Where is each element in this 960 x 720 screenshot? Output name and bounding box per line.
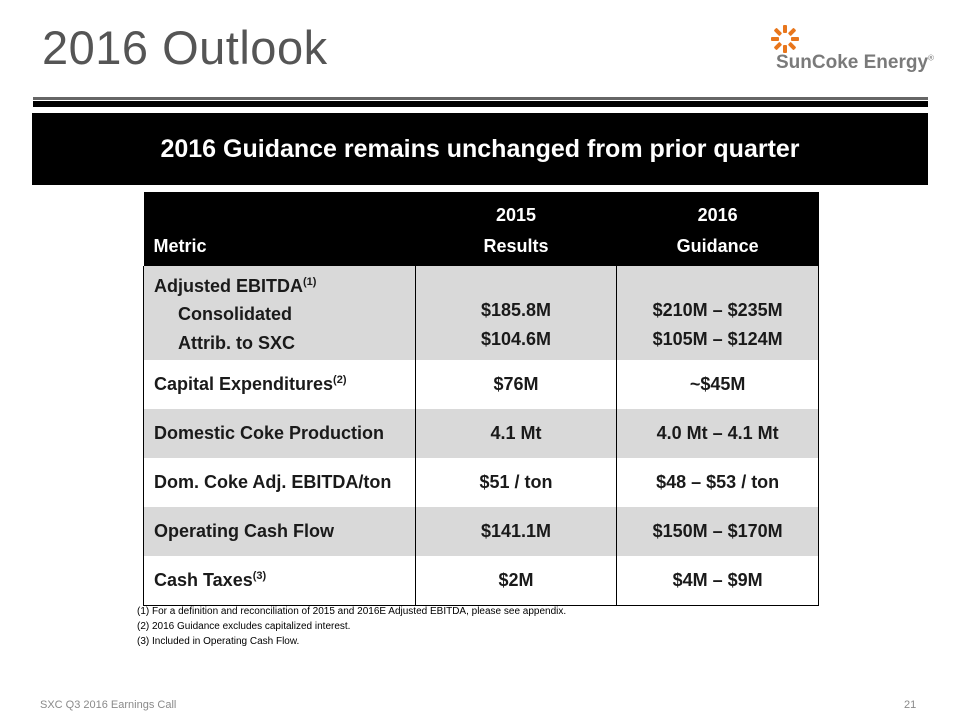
divider-thick <box>33 101 928 107</box>
ebitda-attrib-label: Attrib. to SXC <box>178 333 295 353</box>
header-metric: Metric <box>143 192 416 266</box>
cell-metric-ebitda: Adjusted EBITDA(1) Consolidated Attrib. … <box>143 266 416 360</box>
table-row: Capital Expenditures(2) $76M ~$45M <box>143 360 819 409</box>
table-row: Dom. Coke Adj. EBITDA/ton $51 / ton $48 … <box>143 458 819 507</box>
footnotes: (1) For a definition and reconciliation … <box>137 604 566 649</box>
footnote-3: (3) Included in Operating Cash Flow. <box>137 636 300 647</box>
header-2016-guidance: 2016 Guidance <box>616 192 819 266</box>
table-row-adjusted-ebitda: Adjusted EBITDA(1) Consolidated Attrib. … <box>143 266 819 360</box>
table-row: Operating Cash Flow $141.1M $150M – $170… <box>143 507 819 556</box>
guidance-table: Metric 2015 Results 2016 Guidance Adjust… <box>143 192 819 606</box>
suncoke-logo: SunCoke Energy® <box>770 24 940 79</box>
footnote-1: (1) For a definition and reconciliation … <box>137 606 567 617</box>
table-row: Cash Taxes(3) $2M $4M – $9M <box>143 556 819 606</box>
sun-logo-icon <box>771 25 799 53</box>
guidance-banner: 2016 Guidance remains unchanged from pri… <box>32 113 928 185</box>
page-number: 21 <box>904 699 917 711</box>
table-header-row: Metric 2015 Results 2016 Guidance <box>143 192 819 266</box>
header-2015-results: 2015 Results <box>415 192 617 266</box>
page-title: 2016 Outlook <box>42 21 328 74</box>
logo-wordmark: SunCoke Energy® <box>776 52 934 73</box>
cell-2015-ebitda: $185.8M $104.6M <box>414 266 618 360</box>
footnote-2: (2) 2016 Guidance excludes capitalized i… <box>137 621 351 632</box>
cell-2016-ebitda: $210M – $235M $105M – $124M <box>616 266 819 360</box>
footer-title: SXC Q3 2016 Earnings Call <box>40 699 177 711</box>
ebitda-consolidated-label: Consolidated <box>178 304 293 324</box>
divider-thin <box>33 97 928 100</box>
table-row: Domestic Coke Production 4.1 Mt 4.0 Mt –… <box>143 409 819 458</box>
